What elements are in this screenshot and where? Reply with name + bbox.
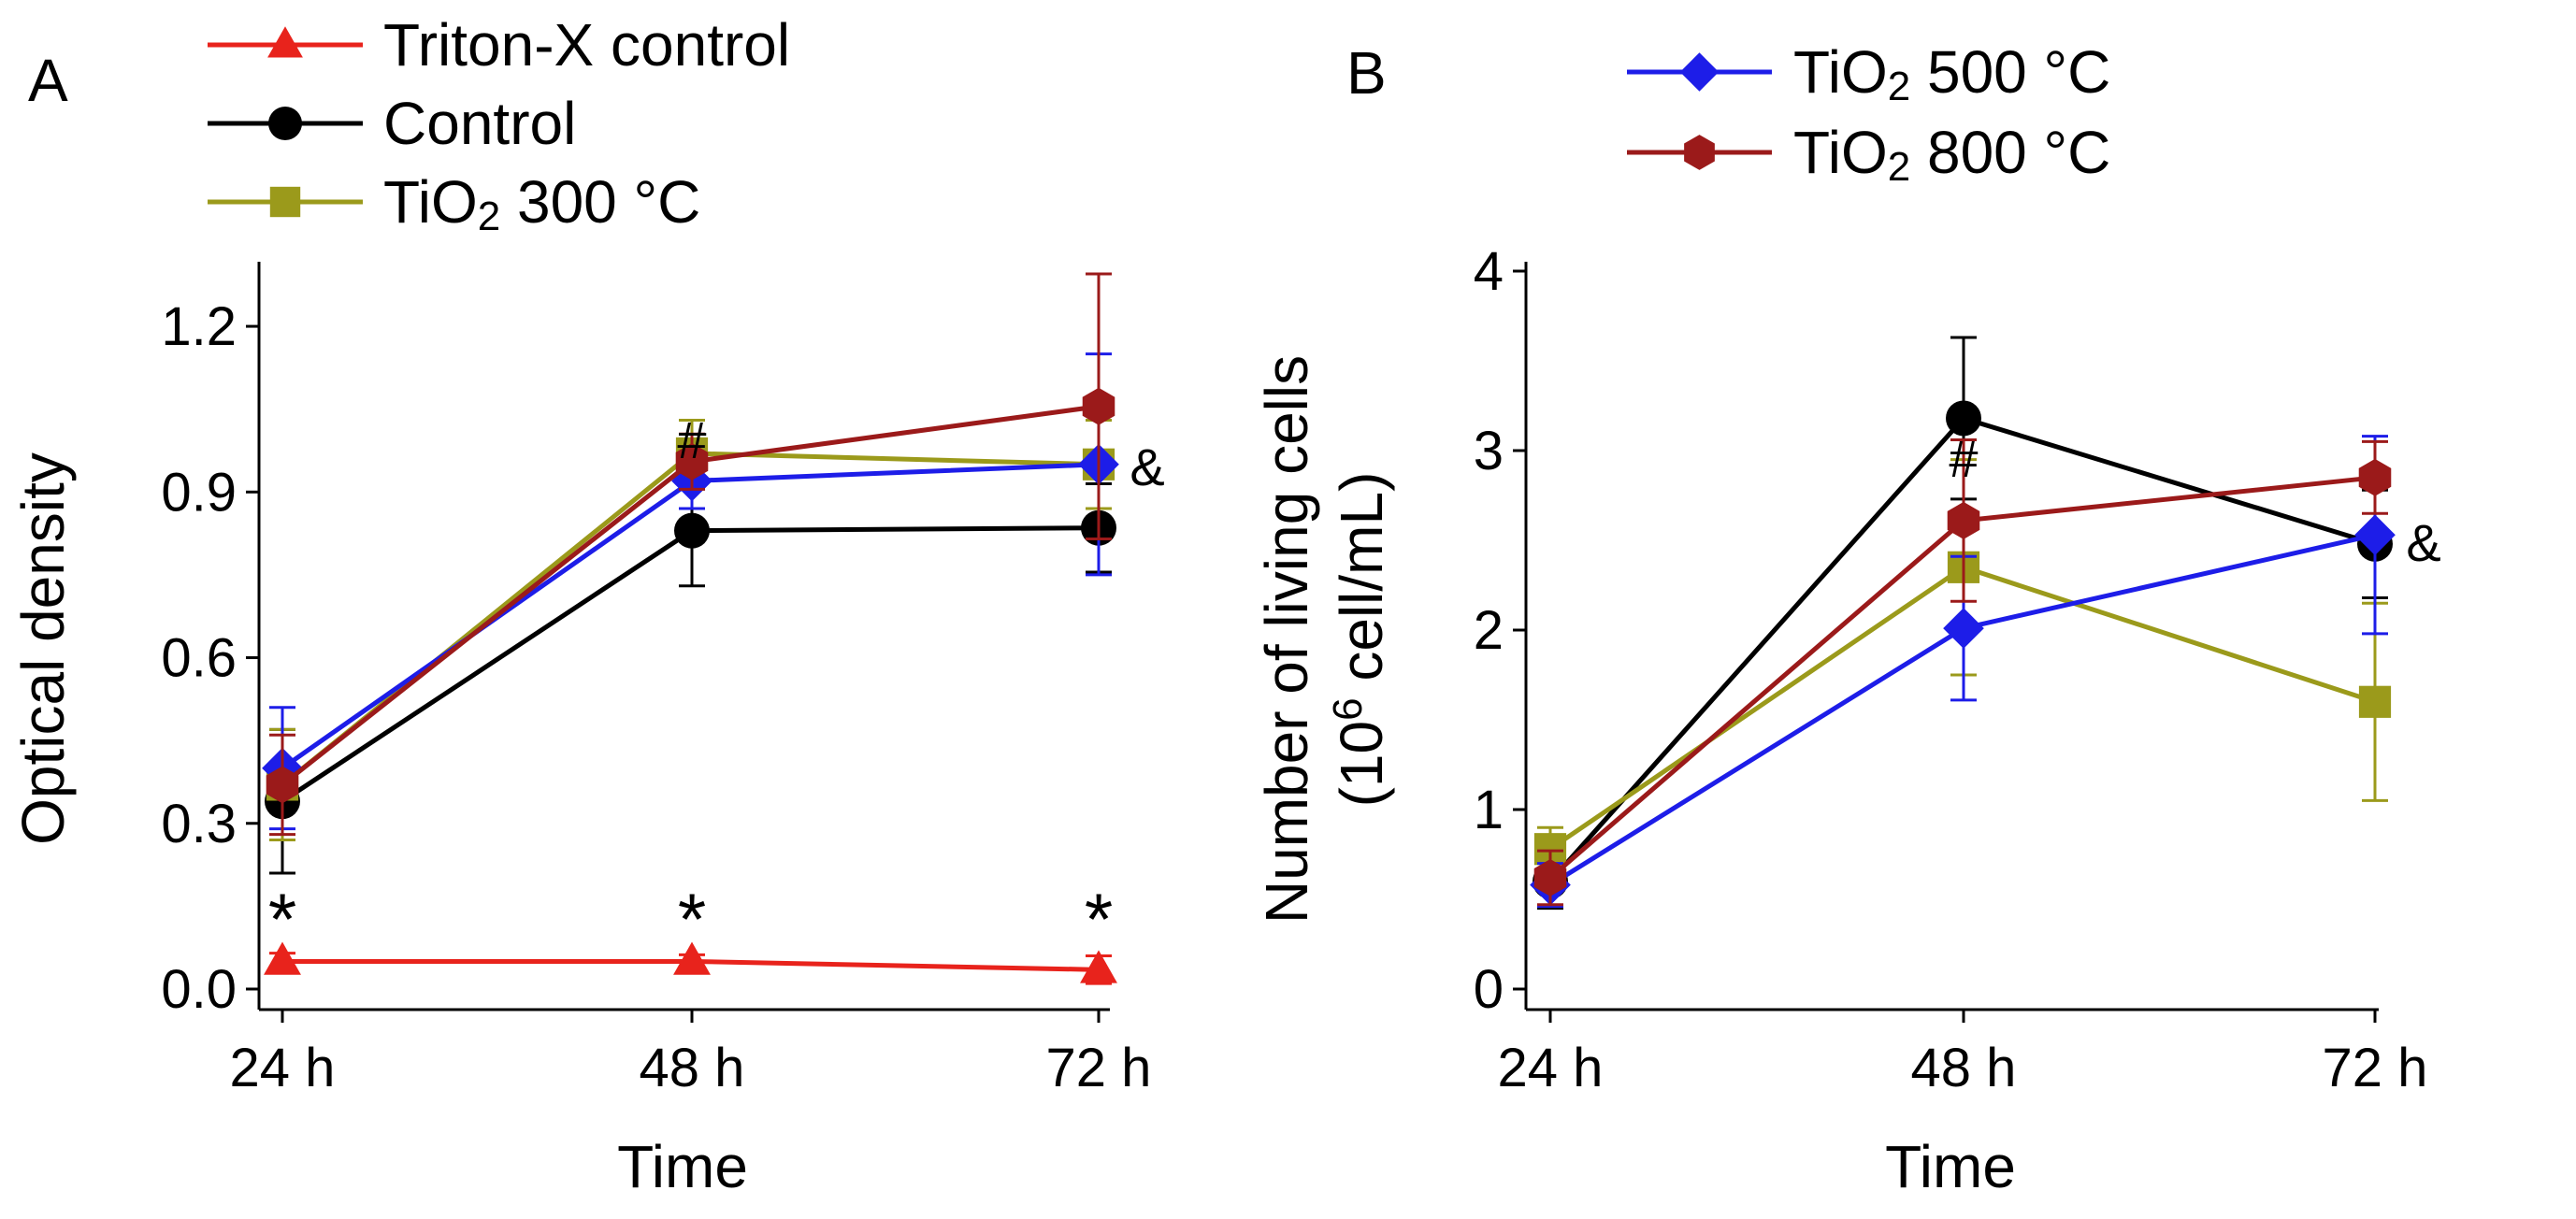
data-point — [1943, 608, 1984, 649]
data-point — [2358, 685, 2392, 718]
data-point — [266, 766, 299, 804]
data-point — [2358, 458, 2392, 496]
x-tick-label: 24 h — [1498, 1038, 1604, 1098]
data-point — [1947, 501, 1980, 539]
y-tick-label: 4 — [1474, 241, 1504, 302]
panel-A: A 0.0 0.3 0.6 0.9 1.2 24 h 48 h 72 h Time Optical … — [9, 47, 1165, 1200]
series-tio2-800-c — [1533, 437, 2392, 907]
data-point — [264, 941, 301, 975]
x-tick-label: 48 h — [640, 1038, 745, 1098]
annotation: * — [678, 878, 706, 960]
legend-marker — [268, 107, 302, 140]
x-tick-label: 48 h — [1911, 1038, 2017, 1098]
y-axis-title: Optical density — [9, 452, 77, 845]
data-point — [673, 941, 711, 975]
data-point — [675, 442, 709, 480]
panel-label: B — [1346, 39, 1387, 107]
data-point — [2354, 514, 2396, 556]
x-tick-label: 24 h — [230, 1038, 336, 1098]
legend-label: TiO2 300 °C — [383, 168, 700, 239]
legend-marker — [1679, 52, 1720, 92]
series-triton-x-control — [264, 941, 1117, 985]
annotation: & — [1130, 437, 1164, 496]
legend-entry: Triton-X control — [208, 11, 790, 79]
annotation: # — [1949, 429, 1978, 488]
legend-entry: TiO2 500 °C — [1627, 38, 2110, 109]
data-point — [1533, 859, 1567, 896]
legend-marker — [269, 186, 301, 218]
legend-marker — [1684, 135, 1715, 170]
y-axis-title-units: (106 cell/mL) — [1325, 472, 1395, 808]
x-axis-title: Time — [617, 1133, 748, 1200]
data-point — [1080, 950, 1117, 983]
y-axis-title: Number of living cells — [1253, 355, 1320, 924]
x-axis-title: Time — [1885, 1133, 2016, 1200]
y-tick-label: 0.9 — [161, 462, 237, 523]
data-point — [1946, 400, 1981, 437]
annotation: * — [1085, 878, 1113, 960]
data-point — [674, 512, 710, 549]
series-control — [265, 474, 1116, 875]
y-tick-label: 1 — [1474, 780, 1504, 840]
panel-B: B 0 1 2 3 4 24 h 48 h 72 h Time Number of living c… — [1253, 39, 2441, 1200]
legend-label: Triton-X control — [383, 11, 790, 79]
annotation: # — [677, 410, 706, 469]
y-tick-label: 0.0 — [161, 959, 237, 1020]
data-point — [1082, 387, 1115, 425]
legend-label: TiO2 500 °C — [1793, 38, 2110, 109]
panel-label: A — [28, 47, 68, 114]
y-tick-label: 0 — [1474, 959, 1504, 1020]
y-tick-label: 0.3 — [161, 794, 237, 854]
annotation: * — [268, 878, 296, 960]
y-tick-label: 1.2 — [161, 296, 237, 357]
legend-marker — [267, 26, 303, 58]
legend-entry: TiO2 800 °C — [1627, 119, 2110, 190]
series-tio2-800-c — [266, 272, 1115, 837]
y-tick-label: 2 — [1474, 600, 1504, 661]
x-tick-label: 72 h — [2323, 1038, 2428, 1098]
legend-label: TiO2 800 °C — [1793, 119, 2110, 190]
x-tick-label: 72 h — [1046, 1038, 1152, 1098]
legend-entry: TiO2 300 °C — [208, 168, 700, 239]
annotation: & — [2406, 513, 2440, 572]
legend-entry: Control — [208, 90, 576, 157]
legend-label: Control — [383, 90, 576, 157]
y-tick-label: 0.6 — [161, 628, 237, 689]
y-tick-label: 3 — [1474, 421, 1504, 481]
